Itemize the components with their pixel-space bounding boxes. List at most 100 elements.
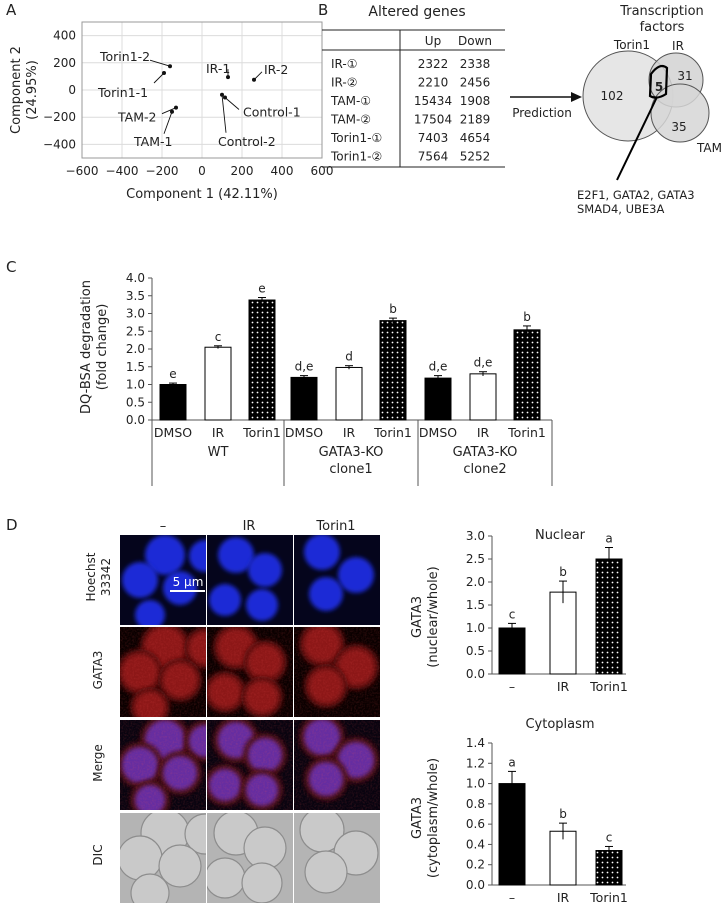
- pca-y-tick-label: −400: [43, 137, 76, 151]
- nuclear-significance-label: b: [559, 565, 567, 579]
- nuclear-y-axis-label-2: (nuclear/whole): [426, 566, 441, 668]
- pca-point: [174, 105, 178, 110]
- pca-scatter-plot: −600 −400 −200 0 200 400 600 −400 −200 0 200 400 To…: [9, 21, 333, 202]
- cytoplasm-significance-label: c: [606, 830, 613, 844]
- dqbsa-significance-label: d,e: [474, 356, 493, 370]
- micro-tile-dic: [294, 813, 380, 903]
- cytoplasm-y-axis-label-2: (cytoplasm/whole): [426, 758, 441, 878]
- pca-point: [226, 75, 230, 80]
- pca-y-tick-label: 200: [53, 56, 76, 70]
- table-cell-up: 2322: [418, 57, 449, 71]
- cell-nucleus: [189, 540, 206, 572]
- dqbsa-y-axis-label: DQ-BSA degradation: [79, 280, 94, 414]
- venn-gene-list: E2F1, GATA2, GATA3: [577, 188, 695, 202]
- venn-circle-tam: [650, 83, 710, 143]
- dqbsa-bar: [513, 329, 541, 421]
- table-cell-up: 17504: [414, 113, 452, 127]
- nuclear-y-tick-label: 2.5: [466, 552, 485, 566]
- altered-genes-table: Altered genes Up Down IR-① 2322 2338 IR-② 22…: [322, 4, 505, 168]
- cell-outline: [130, 873, 170, 903]
- pca-point: [252, 77, 256, 82]
- prediction-label: Prediction: [512, 106, 572, 120]
- dqbsa-category-label: IR: [212, 425, 225, 440]
- table-cell-down: 5252: [460, 150, 491, 164]
- nuclear-category-label: IR: [557, 679, 570, 694]
- table-cell-down: 1908: [460, 94, 491, 108]
- pca-y-tick-label: 0: [68, 83, 76, 97]
- dqbsa-category-label: DMSO: [419, 425, 457, 440]
- dqbsa-group-label: GATA3-KO: [453, 445, 518, 460]
- table-cell-down: 2189: [460, 113, 491, 127]
- dqbsa-y-tick-label: 1.5: [126, 360, 145, 374]
- pca-x-tick-label: −400: [106, 164, 139, 178]
- table-header-up: Up: [425, 34, 441, 48]
- dqbsa-bar: [379, 320, 407, 421]
- cell-nucleus: [163, 571, 197, 605]
- micro-tile-hoechst: [207, 535, 293, 625]
- nuclear-category-label: Torin1: [589, 679, 628, 694]
- pca-leader-line: [153, 72, 165, 84]
- pca-leader-line: [221, 94, 227, 133]
- cell-outline: [207, 857, 246, 899]
- table-row-sample: Torin1-②: [330, 150, 382, 164]
- cytoplasm-y-tick-label: 1.4: [466, 736, 485, 750]
- venn-title: Transcription: [619, 4, 704, 19]
- prediction-arrow: [510, 92, 582, 102]
- scale-bar-label: 5 μm: [173, 575, 204, 589]
- table-cell-up: 2210: [418, 76, 449, 90]
- micro-col-control: –: [160, 519, 167, 534]
- dqbsa-bar: [424, 377, 452, 421]
- micro-tile-hoechst: [120, 535, 206, 625]
- cell-outline: [158, 844, 202, 888]
- nuclear-category-label: –: [509, 679, 515, 694]
- dqbsa-bar: [204, 346, 232, 421]
- microscopy-grid: – IR Torin1 Hoechst 33342 GATA3 Merge DI…: [84, 519, 380, 903]
- micro-tile-merge: [120, 720, 206, 810]
- cell-nucleus: [209, 584, 241, 616]
- dqbsa-significance-label: e: [169, 367, 176, 381]
- nuclear-y-tick-label: 1.0: [466, 621, 485, 635]
- micro-tile-gata3: [120, 627, 206, 717]
- cell-nucleus: [309, 577, 343, 611]
- cytoplasm-category-label: IR: [557, 890, 570, 904]
- dqbsa-bar-chart: 0.0 0.5 1.0 1.5 2.0 2.5 3.0 3.5 4.0 e c e d,e d b d,e d…: [79, 271, 553, 486]
- dqbsa-y-axis-label-2: (fold change): [95, 304, 110, 391]
- nuclear-bar: [595, 558, 623, 675]
- nuclear-y-tick-label: 3.0: [466, 529, 485, 543]
- pca-y-axis-label-2: (24.95%): [25, 60, 40, 120]
- venn-count-tam: 35: [671, 120, 686, 134]
- genes-table-title: Altered genes: [368, 4, 465, 20]
- micro-tile-merge: [207, 720, 293, 810]
- table-row: Torin1-② 7564 5252: [330, 150, 490, 164]
- pca-point: [162, 71, 166, 75]
- table-cell-up: 15434: [414, 94, 452, 108]
- dqbsa-y-tick-label: 2.5: [126, 324, 145, 338]
- nuclear-y-tick-label: 1.5: [466, 598, 485, 612]
- table-row-sample: Torin1-①: [330, 131, 382, 145]
- dqbsa-y-tick-label: 4.0: [126, 271, 145, 285]
- cytoplasm-bar-chart: Cytoplasm 0.0 0.2 0.4 0.6 0.8 1.0 1.2 1.4 a – b IR…: [410, 717, 628, 904]
- pca-x-tick-label: −600: [66, 164, 99, 178]
- dqbsa-group-label: WT: [208, 445, 229, 460]
- dqbsa-category-label: Torin1: [373, 425, 412, 440]
- micro-tile-merge: [294, 720, 380, 810]
- venn-count-ir: 31: [677, 69, 692, 83]
- micro-tile-dic: [207, 813, 293, 903]
- cytoplasm-y-tick-label: 1.2: [466, 756, 485, 770]
- pca-y-tick-label: −200: [43, 110, 76, 124]
- nuclear-significance-label: c: [509, 607, 516, 621]
- dqbsa-significance-label: e: [258, 282, 265, 296]
- cytoplasm-y-tick-label: 0.6: [466, 817, 485, 831]
- cytoplasm-significance-label: a: [508, 755, 515, 769]
- pca-point: [223, 95, 227, 100]
- table-cell-up: 7564: [418, 150, 449, 164]
- venn-overlap-outline: [648, 64, 669, 99]
- table-row-sample: IR-①: [331, 57, 357, 71]
- dqbsa-bar: [159, 384, 187, 421]
- dqbsa-significance-label: c: [215, 330, 222, 344]
- nuclear-title: Nuclear: [535, 528, 586, 543]
- table-row: Torin1-① 7403 4654: [330, 131, 490, 145]
- cytoplasm-y-tick-label: 0.4: [466, 837, 485, 851]
- cytoplasm-category-label: –: [509, 890, 515, 904]
